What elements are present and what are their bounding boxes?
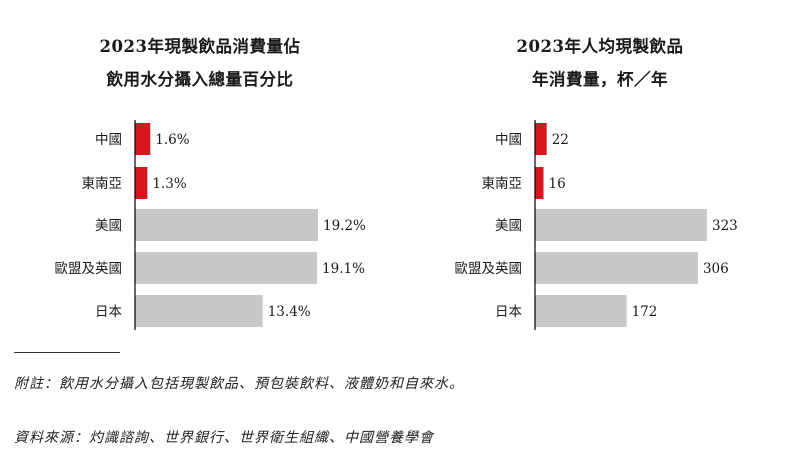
bar-plot: 中國 1.6% 東南亞 1.3% 美國 19.2% 歐盟及英國 19.1% 日本 13.4% [55,120,366,330]
footnote-note: 附註：飲用水分攝入包括現製飲品、預包裝飲料、液體奶和自來水。 [14,376,464,392]
value-label: 13.4% [268,304,311,320]
value-label: 306 [703,261,729,277]
value-label: 1.6% [155,132,189,148]
bar [135,167,148,199]
bar [135,295,263,327]
category-label: 中國 [495,132,522,148]
bar-plot: 中國 22 東南亞 16 美國 323 歐盟及英國 306 日本 172 [455,120,738,330]
value-label: 16 [549,176,566,192]
bar [535,295,627,327]
footnote-divider [14,352,120,353]
chart-cups-per-capita: 2023年人均現製飲品 年消費量，杯／年 中國 22 東南亞 16 美國 323 歐盟及英國… [400,0,800,340]
bar [535,167,544,199]
bar [135,209,318,241]
category-label: 東南亞 [482,176,523,192]
value-label: 1.3% [152,176,186,192]
category-label: 歐盟及英國 [55,260,123,277]
bar [135,252,318,284]
bar [535,252,698,284]
chart-share-of-water-intake: 2023年現製飲品消費量佔 飲用水分攝入總量百分比 中國 1.6% 東南亞 1.3% 美… [0,0,400,340]
bar [535,123,547,155]
category-label: 歐盟及英國 [455,260,523,277]
category-label: 美國 [495,218,522,234]
footnotes: 附註：飲用水分攝入包括現製飲品、預包裝飲料、液體奶和自來水。 資料來源：灼識諮詢… [14,352,784,446]
category-label: 東南亞 [82,176,123,192]
chart-title-line-1: 2023年現製飲品消費量佔 [99,37,301,56]
footnote-source: 資料來源：灼識諮詢、世界銀行、世界衛生組織、中國營養學會 [14,430,434,446]
value-label: 19.1% [322,261,365,277]
category-label: 中國 [95,132,122,148]
chart-title-line-2: 飲用水分攝入總量百分比 [106,70,294,89]
bar [535,209,707,241]
chart-title-line-2: 年消費量，杯／年 [532,70,668,89]
value-label: 19.2% [323,218,366,234]
category-label: 美國 [95,218,122,234]
value-label: 172 [632,304,658,320]
chart-title-line-1: 2023年人均現製飲品 [516,37,684,56]
value-label: 22 [552,132,569,148]
category-label: 日本 [495,304,523,320]
category-label: 日本 [95,304,122,320]
value-label: 323 [712,218,738,234]
bar [135,123,151,155]
